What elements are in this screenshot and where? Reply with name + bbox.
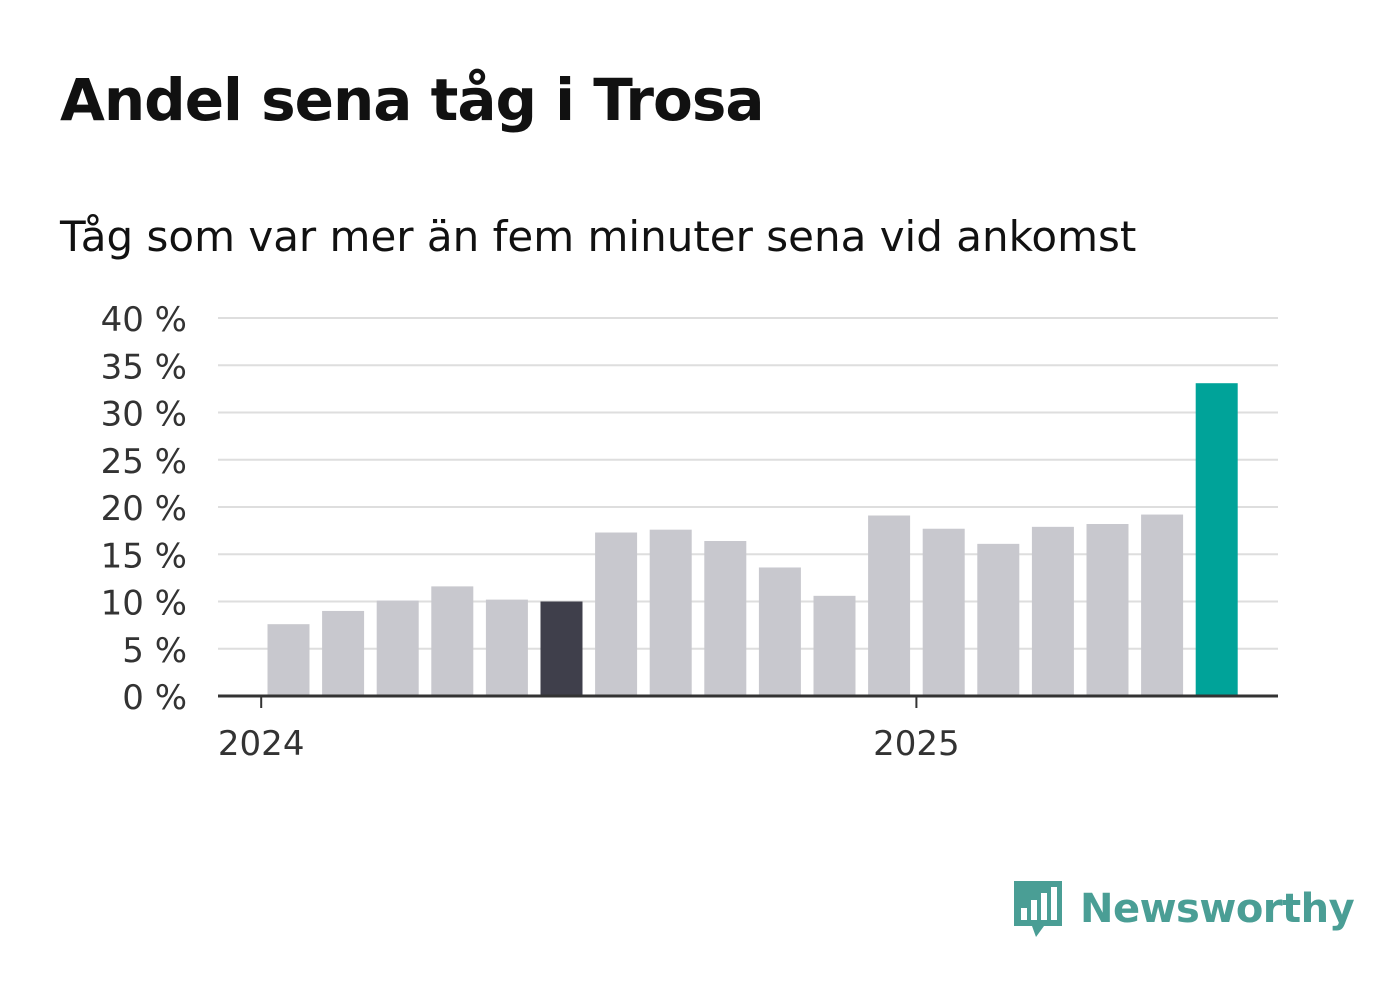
brand-name: Newsworthy [1080, 886, 1355, 932]
x-tick-label: 2024 [218, 724, 305, 764]
y-tick-label: 0 % [122, 678, 187, 718]
bar [485, 599, 528, 696]
newsworthy-chart-bubble-icon [1014, 881, 1062, 937]
chart-title: Andel sena tåg i Trosa [60, 66, 765, 134]
y-tick-label: 40 % [101, 300, 187, 340]
y-tick-label: 25 % [101, 442, 187, 482]
bar [267, 624, 310, 696]
gridlines [218, 317, 1278, 650]
y-tick-label: 20 % [101, 489, 187, 529]
y-axis-ticks: 0 % 5 % 10 % 15 % 20 % 25 % 30 % 35 % 40 % [101, 300, 187, 718]
bar [322, 610, 365, 696]
bar [922, 528, 965, 696]
y-tick-label: 5 % [122, 631, 187, 671]
newsworthy-logo: Newsworthy [1010, 878, 1355, 940]
y-tick-label: 10 % [101, 584, 187, 624]
bar-highlighted [540, 601, 583, 696]
bar [868, 515, 911, 696]
y-tick-label: 35 % [101, 347, 187, 387]
bar [649, 529, 692, 696]
chart-subtitle: Tåg som var mer än fem minuter sena vid … [60, 212, 1137, 261]
bar [704, 541, 747, 696]
y-tick-label: 30 % [101, 395, 187, 435]
bar [376, 600, 419, 696]
bar-latest [1195, 383, 1238, 696]
bar [977, 543, 1020, 696]
bar [1141, 514, 1184, 696]
x-tick-label: 2025 [873, 724, 960, 764]
bar [431, 586, 474, 696]
bar [595, 532, 638, 696]
y-tick-label: 15 % [101, 536, 187, 576]
bar [1031, 526, 1074, 696]
bar [1086, 524, 1129, 696]
bars [267, 383, 1238, 696]
bar [813, 595, 856, 696]
bar [758, 567, 801, 696]
x-axis-ticks: 2024 2025 [218, 696, 960, 764]
